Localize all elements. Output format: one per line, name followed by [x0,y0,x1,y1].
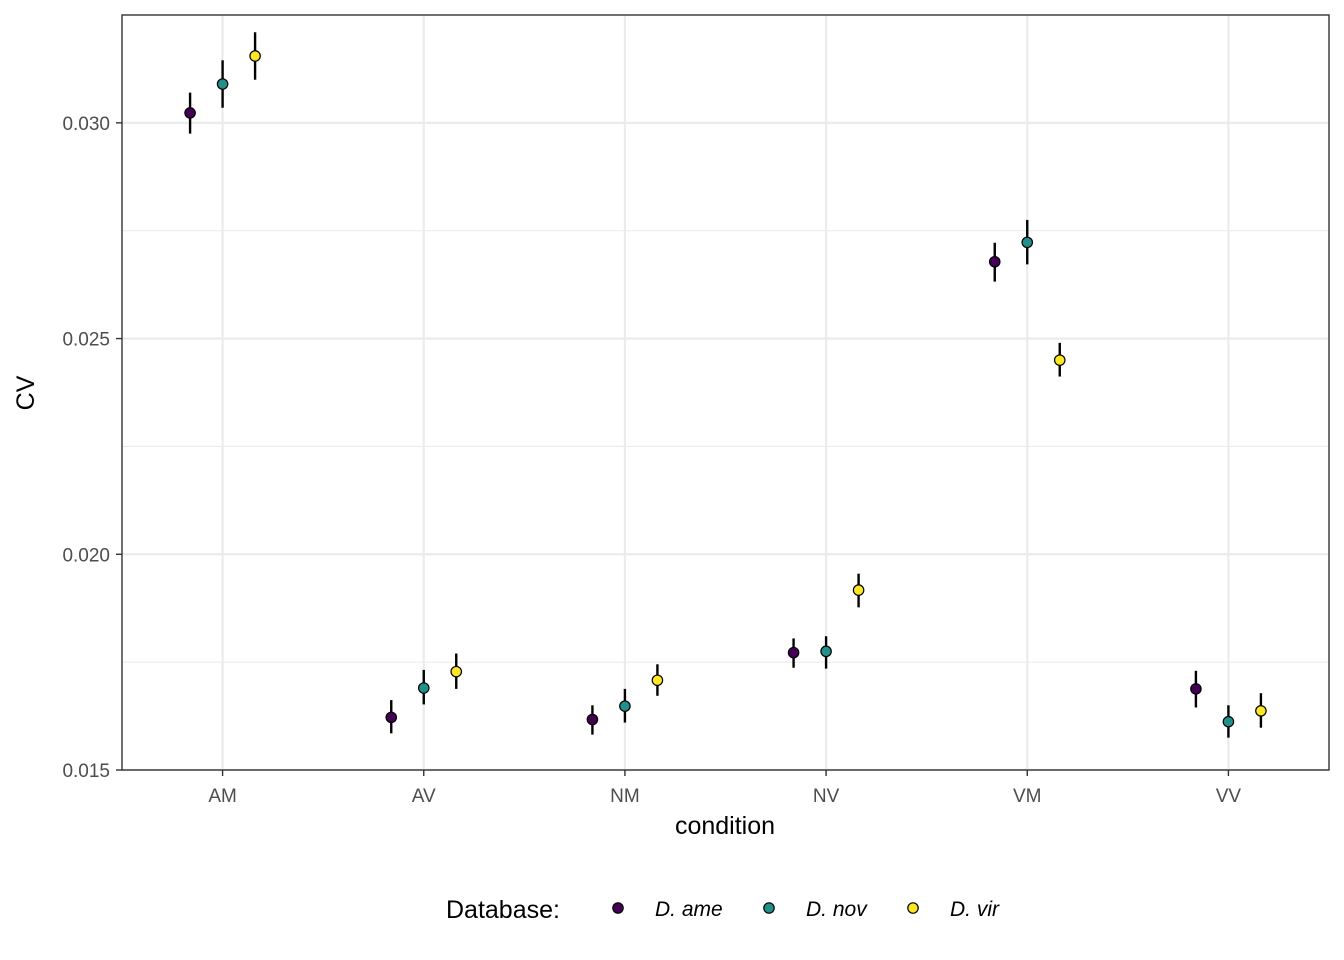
x-tick-label: AM [208,786,237,807]
data-point [988,255,1001,268]
grid-minor [122,230,1329,663]
x-tick-label: VM [1013,786,1042,807]
data-point [586,713,599,726]
data-point [450,665,463,678]
y-tick-label: 0.020 [62,545,110,566]
legend-title: Database: [446,896,560,924]
legend: Database: D. ame D. nov D. vir [446,896,1000,924]
data-point [1222,715,1235,728]
x-axis: AM AV NM NV VM VV [208,770,1241,807]
legend-label: D. vir [950,898,1000,921]
y-tick-label: 0.030 [62,114,110,135]
plot-panel-background [122,15,1329,770]
data-marks [184,32,1267,738]
x-tick-label: VV [1216,786,1242,807]
data-point [249,50,261,62]
x-tick-label: NM [610,786,640,807]
plot-panel [121,14,1330,772]
y-axis-title: CV [12,375,40,410]
legend-key [907,902,919,914]
y-axis: 0.015 0.020 0.025 0.030 [62,114,122,782]
y-tick-label: 0.015 [62,761,110,782]
legend-label: D. nov [806,898,868,921]
legend-key [612,902,624,914]
data-point [787,646,800,659]
y-tick-label: 0.025 [62,330,110,351]
data-point [1190,683,1202,695]
data-point [184,107,196,119]
legend-key [763,902,775,914]
data-point [1053,354,1066,366]
data-point [216,78,229,90]
data-point [619,700,631,712]
data-point [852,584,865,596]
data-point [417,682,430,694]
x-tick-label: NV [813,786,840,807]
data-point [820,645,832,658]
data-point [1255,705,1267,717]
data-point [385,711,398,724]
legend-label: D. ame [655,898,723,921]
x-tick-label: AV [412,786,436,807]
legend-items: D. ame D. nov D. vir [612,898,1000,921]
plot-panel-border [121,14,1330,771]
data-point [1021,236,1034,249]
data-point [651,674,664,687]
x-axis-title: condition [675,812,775,840]
